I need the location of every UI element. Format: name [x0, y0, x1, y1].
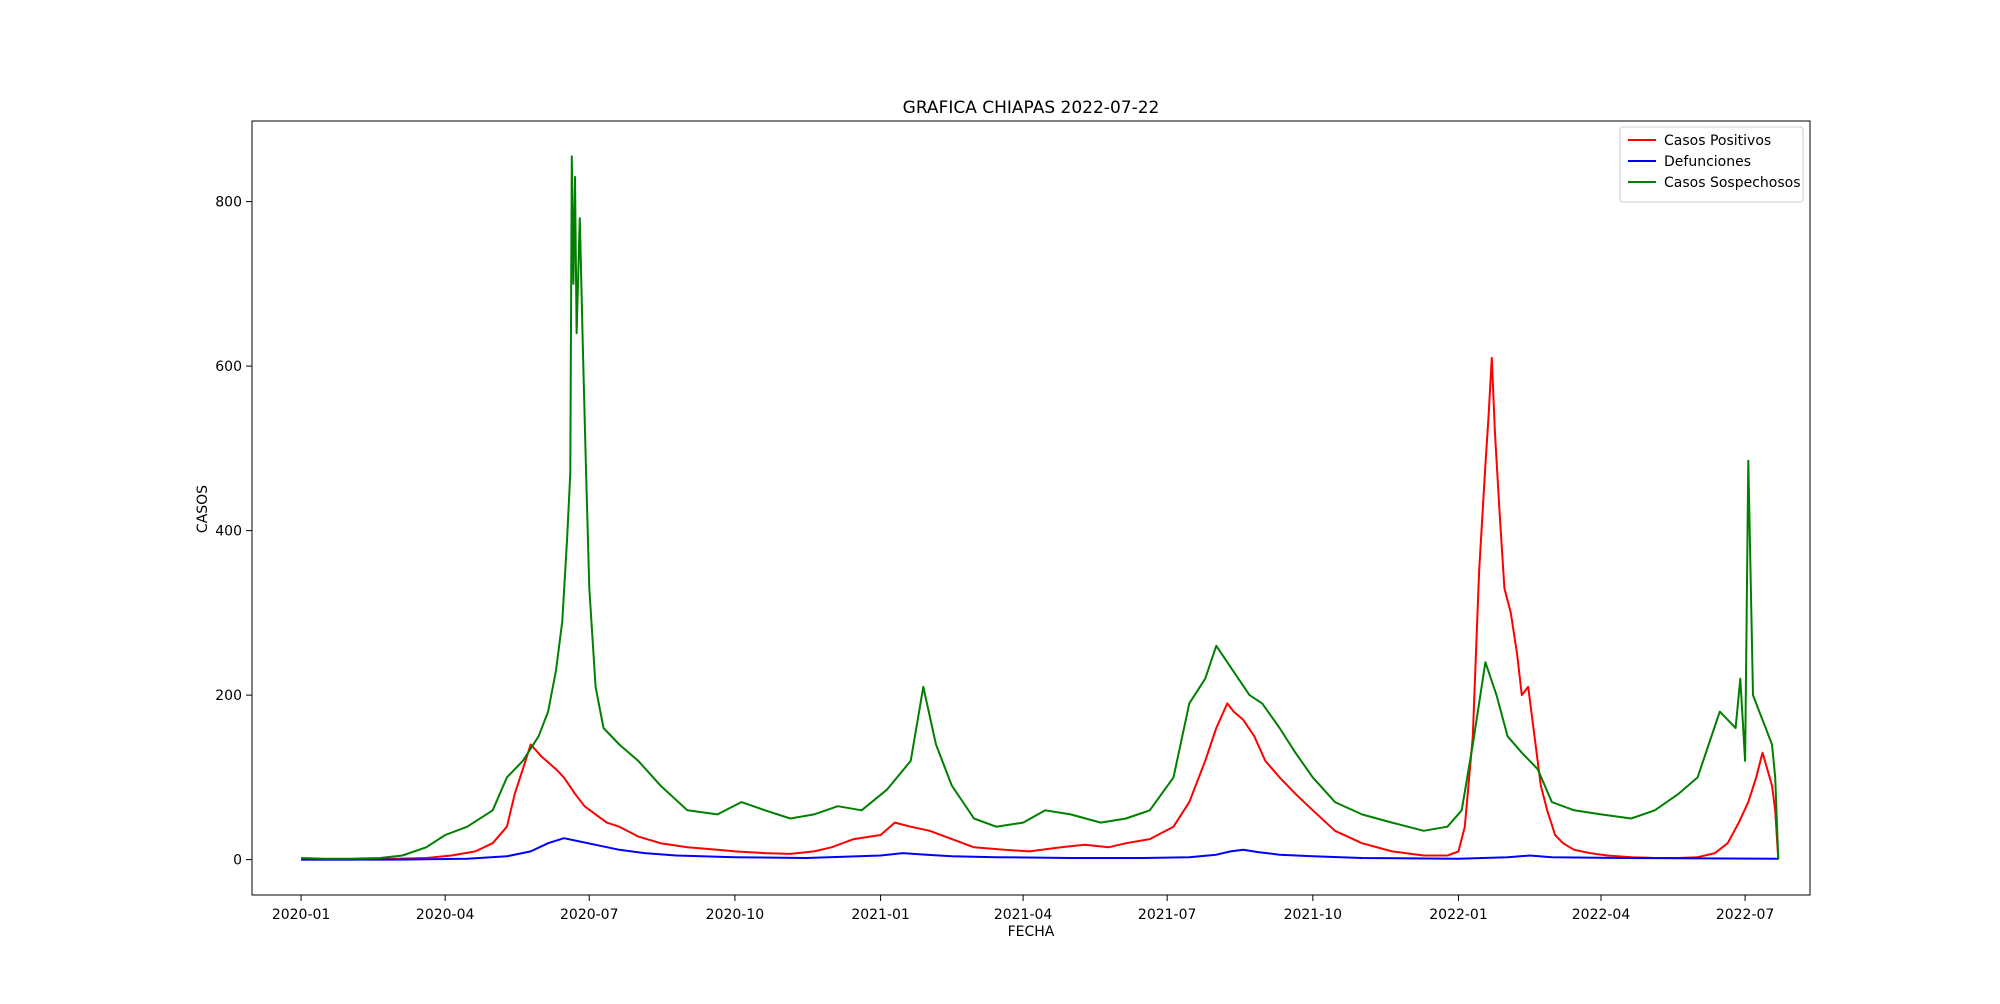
y-tick-label: 600: [215, 359, 242, 375]
y-axis-label: CASOS: [195, 485, 211, 533]
legend-box: [1619, 126, 1804, 203]
x-tick-label: 2021-04: [994, 907, 1053, 923]
legend: Casos Positivos Defunciones Casos Sospecho…: [1619, 126, 1804, 203]
chart-title: GRAFICA CHIAPAS 2022-07-22: [903, 98, 1160, 118]
x-tick-label: 2022-04: [1572, 907, 1631, 923]
plot-frame: [251, 120, 1811, 896]
x-tick-label: 2021-07: [1138, 907, 1197, 923]
x-tick-label: 2020-07: [560, 907, 619, 923]
legend-label-casos-positivos: Casos Positivos: [1664, 133, 1771, 149]
x-tick-label: 2022-07: [1716, 907, 1775, 923]
y-tick-label: 0: [233, 853, 242, 869]
series-line-casos-positivos: [301, 356, 1780, 861]
x-axis-label: FECHA: [1008, 924, 1055, 940]
x-tick-label: 2020-01: [272, 907, 331, 923]
y-tick-label: 200: [215, 688, 242, 704]
series-layer: [301, 155, 1780, 861]
legend-label-defunciones: Defunciones: [1664, 154, 1751, 170]
x-tick-label: 2021-01: [851, 907, 910, 923]
y-tick-label: 800: [215, 195, 242, 211]
x-tick-label: 2021-10: [1284, 907, 1343, 923]
series-line-defunciones: [301, 837, 1779, 861]
legend-label-casos-sospechosos: Casos Sospechosos: [1664, 175, 1801, 191]
x-tick-label: 2020-10: [706, 907, 765, 923]
x-tick-label: 2020-04: [416, 907, 475, 923]
y-tick-label: 400: [215, 524, 242, 540]
series-line-casos-sospechosos: [301, 155, 1780, 860]
axes-layer: 2020-01 2020-04 2020-07 2020-10 2021-01 2021-…: [215, 120, 1811, 923]
x-tick-label: 2022-01: [1429, 907, 1488, 923]
